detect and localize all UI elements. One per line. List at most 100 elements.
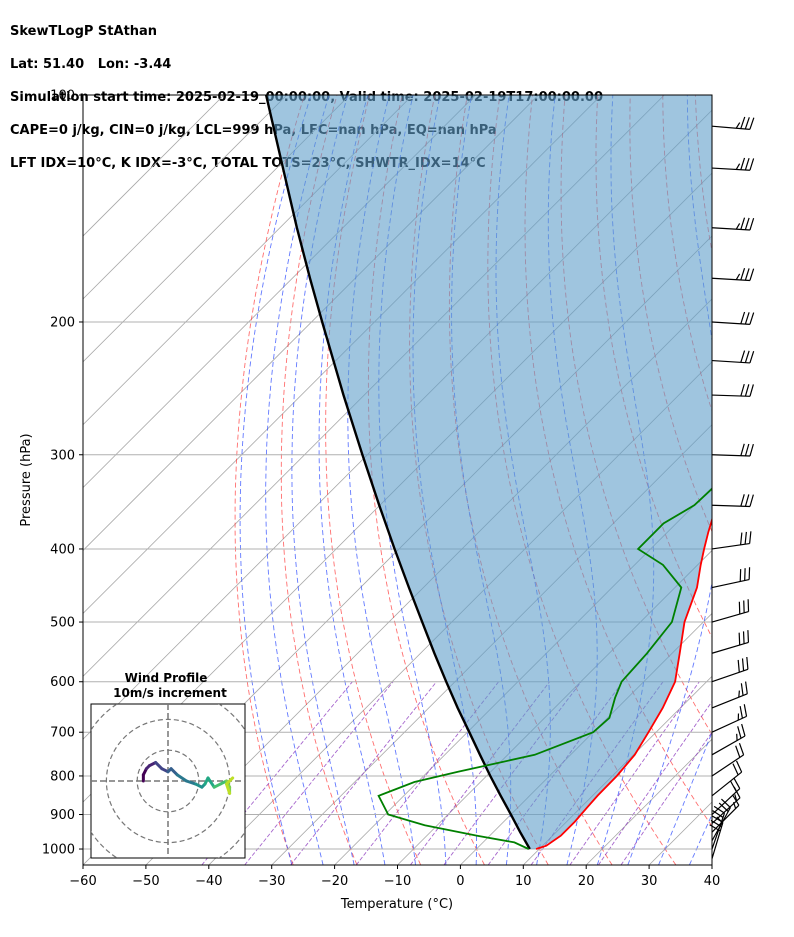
isotherm-line bbox=[523, 675, 712, 865]
barb-flag bbox=[737, 726, 742, 739]
barb-flag bbox=[740, 494, 745, 507]
hodograph-plot bbox=[91, 704, 245, 858]
barb-flag bbox=[740, 267, 746, 281]
y-tick-label: 200 bbox=[50, 315, 75, 330]
x-tick-label: −10 bbox=[384, 874, 411, 889]
dry-adiabat-line bbox=[728, 95, 794, 865]
barb-flag bbox=[740, 383, 745, 397]
cape-shading bbox=[266, 95, 712, 849]
barb-flag bbox=[732, 763, 739, 776]
barb-flag bbox=[745, 681, 748, 694]
x-tick-label: −30 bbox=[258, 874, 285, 889]
isotherm-line bbox=[83, 95, 413, 426]
barb-flag bbox=[749, 494, 754, 507]
x-tick-label: 0 bbox=[456, 874, 464, 889]
barb-flag bbox=[735, 223, 741, 230]
barb-flag bbox=[740, 116, 746, 129]
x-tick-label: −50 bbox=[132, 874, 159, 889]
barb-flag bbox=[713, 805, 725, 814]
wind-barb bbox=[711, 760, 743, 797]
barb-staff bbox=[711, 804, 740, 833]
barb-flag bbox=[738, 690, 740, 698]
wind-barb bbox=[711, 723, 746, 756]
temperature-profile bbox=[535, 516, 712, 850]
barb-flag bbox=[744, 312, 750, 325]
barb-staff bbox=[711, 394, 750, 397]
x-tick-label: −60 bbox=[69, 874, 96, 889]
mixing-ratio-line bbox=[410, 681, 550, 865]
y-tick-label: 800 bbox=[50, 769, 75, 784]
barb-staff bbox=[711, 542, 750, 550]
wind-barb bbox=[711, 630, 750, 654]
wind-barb bbox=[711, 531, 752, 550]
barb-flag bbox=[740, 350, 746, 363]
wind-barb bbox=[711, 443, 754, 457]
barb-staff bbox=[711, 788, 741, 815]
barb-flag bbox=[721, 798, 731, 808]
x-tick-label: 20 bbox=[578, 874, 595, 889]
y-tick-label: 300 bbox=[50, 448, 75, 463]
profile-lines bbox=[264, 95, 712, 850]
barb-flag bbox=[744, 117, 750, 130]
barb-staff bbox=[711, 715, 747, 733]
barb-flag bbox=[738, 743, 745, 756]
barb-staff bbox=[711, 125, 750, 130]
mixing-ratio-line bbox=[569, 681, 700, 865]
wind-barb bbox=[711, 567, 751, 589]
barb-flag bbox=[735, 760, 743, 773]
chart-title: SkewTLogP StAthan bbox=[10, 23, 158, 39]
moist-adiabat-line bbox=[291, 95, 355, 865]
barb-flag bbox=[749, 443, 754, 457]
isotherm-line bbox=[83, 95, 288, 300]
barb-staff bbox=[711, 812, 726, 850]
y-tick-label: 100 bbox=[50, 89, 75, 104]
barb-flag bbox=[744, 217, 750, 230]
wind-barb bbox=[711, 681, 748, 709]
barb-flag bbox=[740, 443, 745, 456]
dry-adiabat-line bbox=[234, 95, 305, 865]
barb-staff bbox=[711, 454, 750, 457]
barb-staff bbox=[711, 668, 749, 683]
wind-barb bbox=[711, 743, 745, 777]
barb-flag bbox=[729, 780, 737, 792]
hodograph: Wind Profile 10m/s increment bbox=[90, 671, 246, 859]
barb-staff bbox=[711, 754, 744, 777]
barb-flag bbox=[739, 532, 743, 545]
mixing-ratio-line bbox=[290, 681, 437, 865]
wind-barb bbox=[711, 267, 755, 282]
barb-flag bbox=[731, 794, 740, 806]
isotherm-line bbox=[775, 95, 794, 865]
barb-staff bbox=[711, 822, 724, 859]
barb-flag bbox=[744, 384, 750, 397]
wind-barb bbox=[711, 311, 755, 325]
barb-flag bbox=[744, 350, 750, 363]
wind-barb bbox=[711, 704, 748, 733]
barb-staff bbox=[711, 167, 750, 171]
x-tick-label: −40 bbox=[195, 874, 222, 889]
mixing-ratio-line bbox=[244, 681, 394, 865]
y-tick-label: 700 bbox=[50, 726, 75, 741]
wind-barb bbox=[711, 777, 741, 815]
wind-barb bbox=[711, 494, 754, 508]
barb-flag bbox=[734, 794, 738, 802]
moist-adiabat-line bbox=[318, 95, 386, 865]
barb-flag bbox=[749, 117, 755, 130]
wind-barb bbox=[711, 116, 755, 130]
hodograph-subtitle: 10m/s increment bbox=[113, 686, 227, 700]
barb-flag bbox=[735, 122, 741, 129]
dry-adiabat-line bbox=[280, 95, 358, 865]
plot-area bbox=[83, 95, 794, 865]
barb-flag bbox=[744, 157, 750, 171]
wind-barb bbox=[711, 350, 755, 364]
barb-flag bbox=[744, 494, 750, 507]
barb-staff bbox=[711, 693, 748, 709]
wind-barb bbox=[711, 383, 754, 397]
x-tick-label: 30 bbox=[641, 874, 658, 889]
y-axis: 100 200 300 400 500 600 700 800 900 1000 bbox=[42, 89, 83, 858]
barb-staff bbox=[711, 321, 750, 325]
barb-staff bbox=[711, 797, 741, 824]
x-tick-label: −20 bbox=[321, 874, 348, 889]
barb-flag bbox=[749, 350, 755, 364]
hodograph-segment bbox=[184, 779, 198, 786]
isotherm-line bbox=[334, 487, 712, 865]
